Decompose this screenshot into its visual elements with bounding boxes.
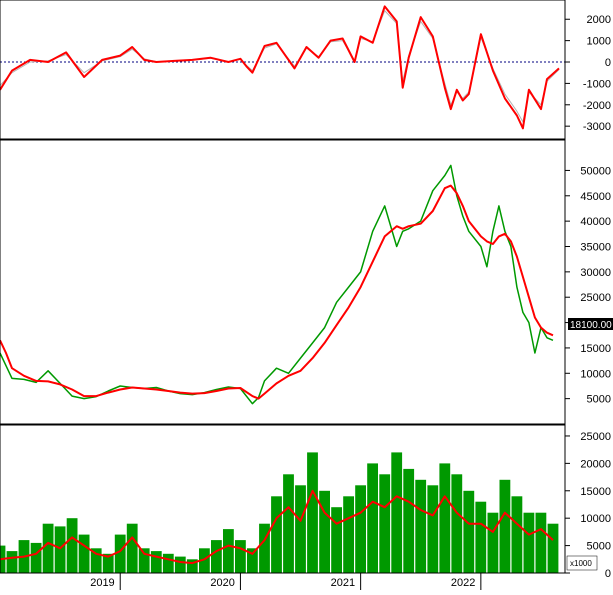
oscillator-y-tick-label: 2000: [587, 14, 611, 26]
volume-bar: [247, 548, 258, 573]
volume-bar: [223, 529, 234, 573]
x-axis-tick-label: 2020: [210, 577, 234, 589]
price-y-tick-label: 10000: [580, 368, 611, 380]
volume-unit-box: x1000: [566, 555, 598, 571]
volume-bar: [283, 474, 294, 573]
x-axis-tick-label: 2019: [90, 577, 114, 589]
volume-bar: [403, 468, 415, 573]
volume-y-tick-label: 15000: [580, 486, 611, 498]
volume-bar: [78, 534, 90, 573]
price-y-tick-label: 25000: [580, 292, 611, 304]
oscillator-y-tick-label: -2000: [583, 100, 611, 112]
price-moving-average-line: [0, 184, 554, 400]
volume-bar: [66, 518, 78, 573]
oscillator-y-tick-label: 1000: [587, 36, 611, 48]
oscillator-y-tick-label: -3000: [583, 121, 611, 133]
price-y-tick-label: 30000: [580, 267, 611, 279]
volume-bar: [451, 474, 463, 573]
volume-bar: [150, 551, 162, 573]
panel-frames: [0, 0, 566, 574]
volume-bar: [174, 556, 186, 573]
volume-y-tick-label: 25000: [580, 431, 611, 443]
price-y-tick-label: 5000: [587, 394, 611, 406]
volume-bar: [427, 485, 439, 573]
volume-bar: [138, 548, 150, 573]
volume-y-tick-label: 0: [605, 568, 611, 580]
volume-bar: [499, 479, 511, 573]
volume-bar: [523, 512, 535, 573]
x-axis-tick-label: 2021: [331, 577, 355, 589]
volume-bar: [463, 490, 475, 573]
price-y-tick-label: 35000: [580, 242, 611, 254]
volume-bar: [199, 548, 210, 573]
volume-moving-average-line: [0, 489, 554, 565]
volume-bar: [102, 553, 114, 573]
volume-y-tick-label: 5000: [587, 541, 611, 553]
oscillator-y-tick-label: 0: [605, 57, 611, 69]
volume-bar: [319, 490, 330, 573]
volume-bar: [343, 496, 354, 573]
price-y-tick-label: 40000: [580, 216, 611, 228]
volume-bar: [211, 540, 222, 573]
volume-bar: [162, 553, 174, 573]
volume-bar: [271, 496, 282, 573]
volume-bar: [379, 474, 391, 573]
volume-bar: [391, 452, 403, 573]
volume-y-tick-label: 20000: [580, 458, 611, 470]
volume-bar: [54, 526, 66, 573]
oscillator-y-tick-label: -1000: [583, 78, 611, 90]
volume-bar: [90, 548, 102, 573]
volume-bar: [186, 559, 198, 573]
volume-bar: [511, 496, 523, 573]
volume-unit-label: x1000: [570, 559, 592, 568]
price-y-tick-label: 50000: [580, 165, 611, 177]
volume-bar: [415, 479, 427, 573]
volume-bar: [535, 512, 547, 573]
volume-bar: [6, 551, 18, 573]
volume-bar: [439, 463, 451, 573]
price-y-tick-label: 45000: [580, 191, 611, 203]
last-price-label: 18100.00: [570, 320, 612, 331]
volume-bar: [355, 485, 366, 573]
volume-bar: [259, 523, 270, 573]
last-price-tag: 18100.00: [568, 318, 613, 331]
volume-bar: [475, 501, 487, 573]
volume-bar: [235, 540, 246, 573]
volume-bar: [331, 507, 342, 573]
volume-bar: [114, 534, 126, 573]
volume-bar: [307, 452, 318, 573]
volume-bar: [487, 512, 499, 573]
volume-bar: [30, 542, 42, 573]
volume-bar: [126, 523, 138, 573]
volume-bar: [295, 485, 306, 573]
volume-bar: [42, 523, 54, 573]
volume-bar: [367, 463, 378, 573]
x-axis-tick-label: 2022: [451, 577, 475, 589]
volume-bar: [547, 523, 559, 573]
oscillator-main-line: [0, 5, 560, 130]
volume-y-tick-label: 10000: [580, 513, 611, 525]
price-y-tick-label: 15000: [580, 343, 611, 355]
